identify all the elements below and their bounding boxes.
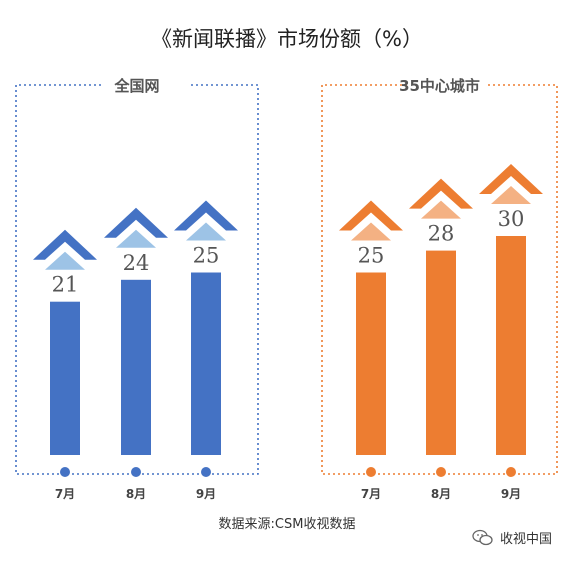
axis-dot [201,467,211,477]
data-label: 28 [428,222,455,246]
arrow-icon [33,229,97,260]
axis-dot [60,467,70,477]
arrow-icon [116,229,156,248]
chart-title: 《新闻联播》市场份额（%） [151,27,423,51]
arrow-icon [409,178,473,209]
bar [426,250,456,455]
tick-label: 9月 [501,487,521,501]
bar [121,279,151,455]
tick-label: 7月 [361,487,381,501]
bar [356,272,386,455]
data-label: 21 [52,273,79,297]
arrow-icon [351,222,391,241]
tick-label: 8月 [126,487,146,501]
bar [191,272,221,455]
data-label: 24 [123,251,150,275]
watermark-text: 收视中国 [500,532,553,547]
wechat-icon [472,529,493,545]
bar [50,301,80,455]
arrow-icon [421,200,461,219]
arrow-icon [45,251,85,270]
watermark: 收视中国 [472,528,552,547]
axis-dot [506,467,516,477]
data-label: 30 [498,207,525,231]
bar [496,236,526,455]
tick-label: 7月 [55,487,75,501]
arrow-icon [479,164,543,194]
tick-label: 8月 [431,487,451,501]
panel-title: 35中心城市 [399,77,480,95]
tick-label: 9月 [196,487,216,501]
data-label: 25 [358,244,385,268]
panel-national: 全国网 21 7月 24 8月 25 9月 [15,77,259,501]
panel-title: 全国网 [113,77,159,95]
axis-dot [131,467,141,477]
axis-dot [366,467,376,477]
data-label: 25 [193,244,220,268]
arrow-icon [186,222,226,241]
arrow-icon [491,186,531,204]
arrow-icon [104,207,168,238]
data-source: 数据来源:CSM收视数据 [219,517,356,532]
arrow-icon [174,200,238,231]
axis-dot [436,467,446,477]
panel-city: 35中心城市 25 7月 28 8月 30 9月 [321,77,558,501]
arrow-icon [339,200,403,231]
